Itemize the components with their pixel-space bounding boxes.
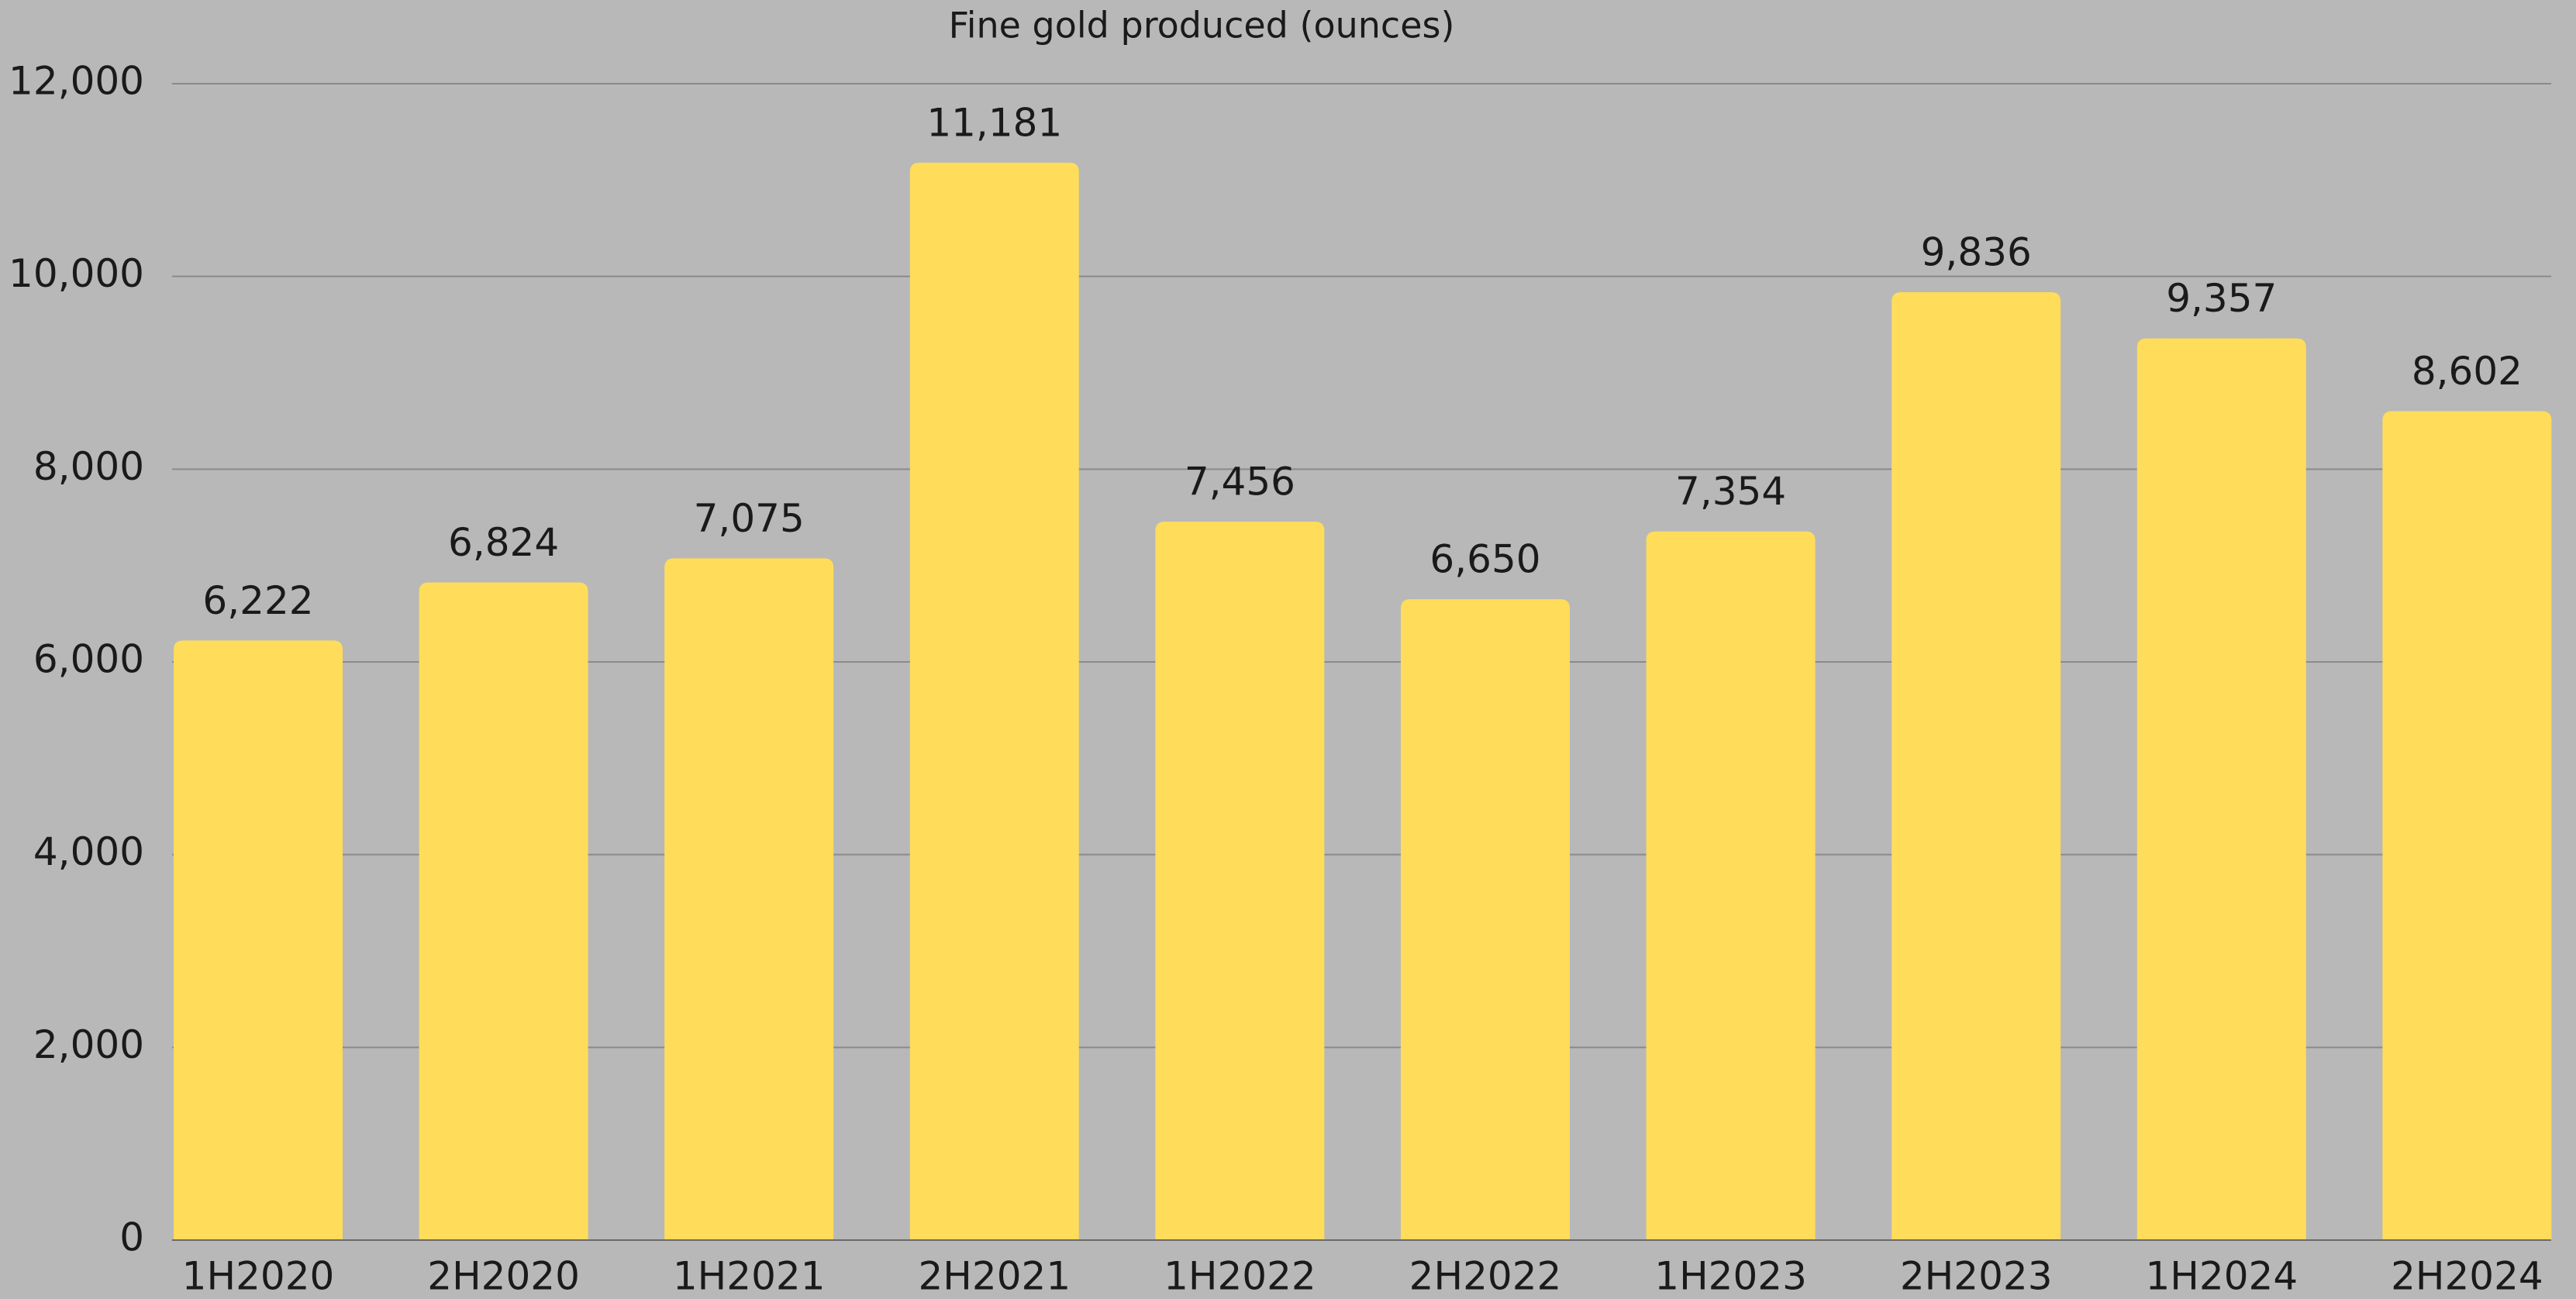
bar bbox=[2382, 411, 2552, 1241]
y-tick-label: 12,000 bbox=[9, 59, 144, 104]
bar bbox=[1155, 521, 1325, 1240]
bar bbox=[909, 162, 1079, 1241]
data-label: 7,354 bbox=[1675, 469, 1786, 514]
y-tick-label: 10,000 bbox=[9, 251, 144, 296]
data-label: 7,456 bbox=[1185, 459, 1295, 504]
y-tick-label: 6,000 bbox=[33, 637, 144, 682]
data-label: 8,602 bbox=[2412, 349, 2523, 394]
x-tick-label: 2H2021 bbox=[918, 1254, 1071, 1299]
data-label: 6,824 bbox=[448, 520, 559, 565]
x-tick-label: 1H2021 bbox=[673, 1254, 826, 1299]
bar bbox=[2136, 338, 2306, 1240]
bar bbox=[1891, 292, 2061, 1240]
x-tick-label: 2H2024 bbox=[2391, 1254, 2543, 1299]
data-label: 6,222 bbox=[202, 578, 313, 623]
x-tick-label: 1H2023 bbox=[1654, 1254, 1807, 1299]
bar bbox=[664, 558, 834, 1240]
y-tick-label: 8,000 bbox=[33, 444, 144, 489]
data-label: 7,075 bbox=[694, 496, 805, 541]
data-label: 11,181 bbox=[926, 100, 1062, 145]
data-label: 9,357 bbox=[2166, 276, 2277, 321]
bar bbox=[1401, 599, 1570, 1240]
bar bbox=[1646, 531, 1816, 1240]
bar bbox=[419, 582, 588, 1240]
y-tick-label: 0 bbox=[119, 1215, 144, 1260]
x-tick-label: 2H2020 bbox=[427, 1254, 580, 1299]
x-tick-label: 2H2023 bbox=[1900, 1254, 2053, 1299]
y-tick-label: 4,000 bbox=[33, 829, 144, 874]
x-tick-label: 2H2022 bbox=[1409, 1254, 1562, 1299]
bar bbox=[174, 640, 343, 1240]
data-label: 6,650 bbox=[1429, 537, 1540, 582]
data-label: 9,836 bbox=[1921, 230, 2032, 275]
chart-title: Fine gold produced (ounces) bbox=[949, 5, 1455, 47]
x-tick-label: 1H2022 bbox=[1164, 1254, 1316, 1299]
x-tick-label: 1H2020 bbox=[182, 1254, 335, 1299]
y-tick-label: 2,000 bbox=[33, 1022, 144, 1067]
x-tick-label: 1H2024 bbox=[2145, 1254, 2298, 1299]
